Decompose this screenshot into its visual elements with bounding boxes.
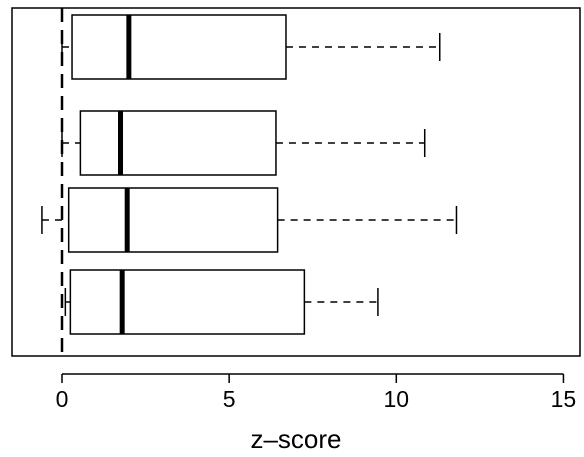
- x-tick-label: 10: [384, 386, 410, 412]
- x-tick-label: 0: [56, 386, 69, 412]
- iqr-box: [79, 110, 277, 176]
- plot-frame: [11, 7, 581, 357]
- iqr-box: [71, 14, 287, 80]
- box-2: [61, 110, 426, 176]
- x-tick-label: 15: [551, 386, 577, 412]
- box-1: [61, 14, 441, 80]
- iqr-box: [67, 187, 279, 253]
- box-3: [41, 187, 458, 253]
- x-tick-label: 5: [223, 386, 236, 412]
- x-axis: 0 5 10 15: [56, 373, 577, 412]
- x-axis-title: z–score: [250, 424, 341, 454]
- box-4: [64, 269, 379, 335]
- box-series: [41, 14, 458, 335]
- iqr-box: [69, 269, 306, 335]
